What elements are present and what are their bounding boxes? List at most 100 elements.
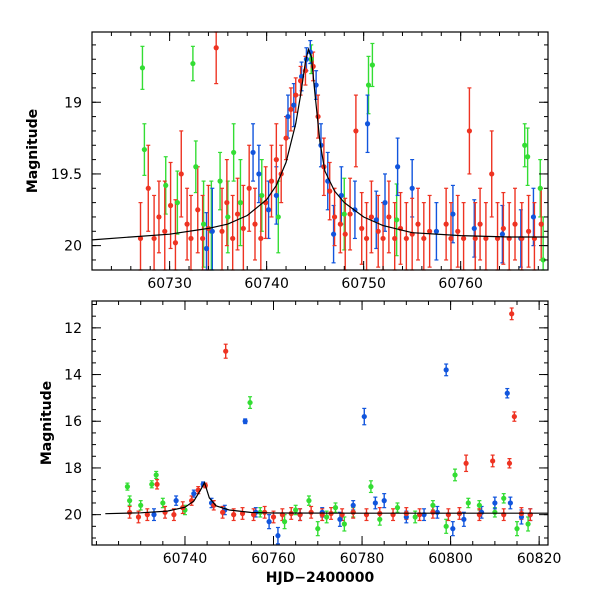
bottom-green-data-point xyxy=(293,507,299,513)
top-red-data-point xyxy=(331,214,338,220)
bottom-red-data-point xyxy=(511,413,517,420)
bottom-green-data-point xyxy=(514,526,520,532)
top-red-data-point xyxy=(375,228,381,234)
top-green-data-point xyxy=(394,217,400,223)
top-x-tick-label: 60760 xyxy=(438,276,483,292)
bottom-blue-data-point xyxy=(337,516,343,522)
bottom-red-data-point xyxy=(509,311,515,317)
bottom-panel-y-axis-label: Magnitude xyxy=(39,381,55,465)
top-blue-data-point xyxy=(395,164,401,170)
top-green-data-point xyxy=(540,257,546,263)
bottom-panel-ticks: 60740 60760 60780 60800 60820 12 14 16 18 20 xyxy=(64,301,561,567)
top-red-data-point xyxy=(368,214,375,220)
top-red-data-point xyxy=(415,221,421,227)
bottom-green-data-point xyxy=(160,500,166,506)
top-red-data-point xyxy=(443,221,449,227)
top-green-data-point xyxy=(259,192,265,199)
top-red-data-point xyxy=(342,231,348,237)
top-red-data-point xyxy=(455,228,461,234)
top-red-data-point xyxy=(224,200,230,206)
bottom-green-data-point xyxy=(247,399,253,406)
bottom-green-data-point xyxy=(149,481,155,487)
bottom-x-tick-label: 60740 xyxy=(163,551,208,567)
top-red-data-point xyxy=(252,221,258,227)
bottom-blue-data-point xyxy=(381,498,387,504)
bottom-green-data-point xyxy=(452,472,458,478)
top-red-data-point xyxy=(234,211,241,217)
top-green-data-point xyxy=(522,142,528,148)
top-panel-points xyxy=(137,45,546,263)
bottom-y-tick-label: 12 xyxy=(64,321,82,337)
top-red-data-point xyxy=(525,228,532,234)
bottom-red-data-point xyxy=(220,509,226,515)
bottom-red-data-point xyxy=(171,512,177,518)
top-red-data-point xyxy=(195,207,201,213)
top-red-data-point xyxy=(137,235,144,242)
top-blue-data-point xyxy=(273,192,279,199)
bottom-red-data-point xyxy=(154,481,160,487)
top-blue-data-point xyxy=(364,121,371,127)
top-red-data-point xyxy=(172,240,179,246)
bottom-blue-data-point xyxy=(361,413,367,420)
bottom-blue-data-point xyxy=(266,519,272,525)
top-x-tick-label: 60740 xyxy=(244,276,289,292)
top-red-data-point xyxy=(460,235,467,242)
top-y-tick-label: 19.5 xyxy=(51,167,82,183)
top-blue-data-point xyxy=(450,211,456,217)
bottom-blue-data-point xyxy=(507,500,513,506)
top-blue-data-point xyxy=(373,217,379,223)
bottom-blue-data-point xyxy=(450,526,456,532)
bottom-panel: 60740 60760 60780 60800 60820 12 14 16 18 20 Magn… xyxy=(39,300,561,586)
top-green-data-point xyxy=(217,178,223,184)
bottom-blue-data-point xyxy=(275,533,281,539)
top-red-data-point xyxy=(288,106,294,113)
top-red-data-point xyxy=(283,135,289,141)
bottom-green-data-point xyxy=(476,502,482,508)
bottom-green-data-point xyxy=(412,514,418,520)
top-red-data-point xyxy=(392,235,398,242)
bottom-blue-data-point xyxy=(443,367,449,373)
top-panel-ticks: 60730 60740 60750 60760 19 19.5 20 xyxy=(51,32,548,292)
bottom-red-data-point xyxy=(250,512,257,518)
bottom-red-data-point xyxy=(463,460,469,466)
bottom-x-tick-label: 60780 xyxy=(340,551,385,567)
bottom-red-data-point xyxy=(231,512,237,518)
bottom-red-data-point xyxy=(350,509,356,515)
bottom-blue-data-point xyxy=(350,502,356,508)
top-blue-data-point xyxy=(530,214,537,220)
bottom-panel-frame xyxy=(91,300,549,546)
top-y-tick-label: 19 xyxy=(64,95,82,111)
top-red-data-point xyxy=(483,235,489,242)
top-red-data-point xyxy=(188,235,194,242)
top-blue-data-point xyxy=(330,231,337,237)
bottom-green-data-point xyxy=(492,509,498,515)
top-red-data-point xyxy=(427,228,433,234)
top-red-data-point xyxy=(448,235,454,242)
top-green-data-point xyxy=(365,82,372,88)
top-red-data-point xyxy=(200,235,206,242)
top-red-data-point xyxy=(500,225,506,232)
top-red-data-point xyxy=(213,45,219,51)
bottom-green-data-point xyxy=(525,521,531,527)
top-blue-data-point xyxy=(499,231,505,237)
top-red-data-point xyxy=(151,235,157,242)
top-blue-data-point xyxy=(291,102,297,108)
top-green-data-point xyxy=(341,211,347,217)
top-green-data-point xyxy=(537,185,543,191)
top-green-data-point xyxy=(193,164,199,170)
top-red-data-point xyxy=(167,202,174,209)
top-red-data-point xyxy=(421,235,427,242)
bottom-red-data-point xyxy=(162,509,168,515)
top-panel-error-bars xyxy=(138,31,546,271)
top-red-data-point xyxy=(359,225,365,232)
top-red-data-point xyxy=(184,221,190,227)
top-red-data-point xyxy=(258,235,264,242)
top-blue-data-point xyxy=(265,207,272,213)
bottom-green-data-point xyxy=(394,505,401,511)
bottom-blue-data-point xyxy=(372,500,378,506)
top-red-data-point xyxy=(310,63,316,70)
bottom-green-data-point xyxy=(127,498,133,504)
bottom-green-data-point xyxy=(465,500,471,506)
bottom-green-data-point xyxy=(315,526,321,532)
bottom-blue-data-point xyxy=(504,390,510,396)
